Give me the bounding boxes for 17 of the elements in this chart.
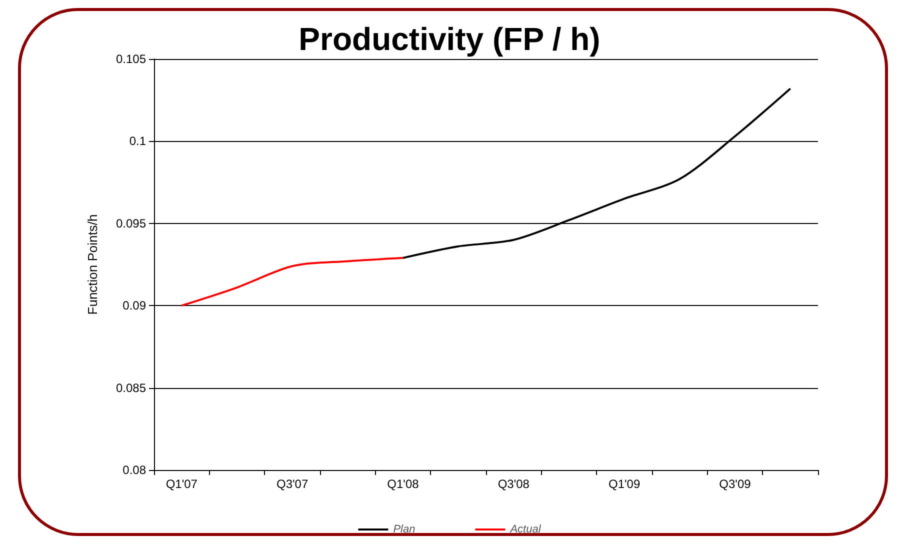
x-tick-label: Q3'08 (498, 477, 530, 491)
x-tick-label: Q1'08 (387, 477, 420, 491)
y-tick-label: 0.1 (129, 134, 146, 148)
x-tick-label: Q3'07 (276, 477, 308, 491)
legend-label: Plan (393, 524, 416, 536)
x-tick-label: Q1'07 (166, 477, 198, 491)
chart-title: Productivity (FP / h) (298, 21, 600, 57)
y-tick-label: 0.09 (122, 298, 146, 313)
line-series (180, 256, 404, 307)
x-tick-label: Q1'09 (608, 477, 640, 491)
y-axis-title: Function Points/h (85, 214, 100, 315)
y-tick-label: 0.105 (116, 52, 146, 66)
x-tick-label: Q3'09 (719, 477, 752, 491)
y-tick-label: 0.08 (122, 463, 146, 477)
legend-label: Actual (509, 524, 542, 536)
y-tick-label: 0.085 (116, 380, 146, 395)
y-tick-label: 0.095 (116, 216, 146, 230)
